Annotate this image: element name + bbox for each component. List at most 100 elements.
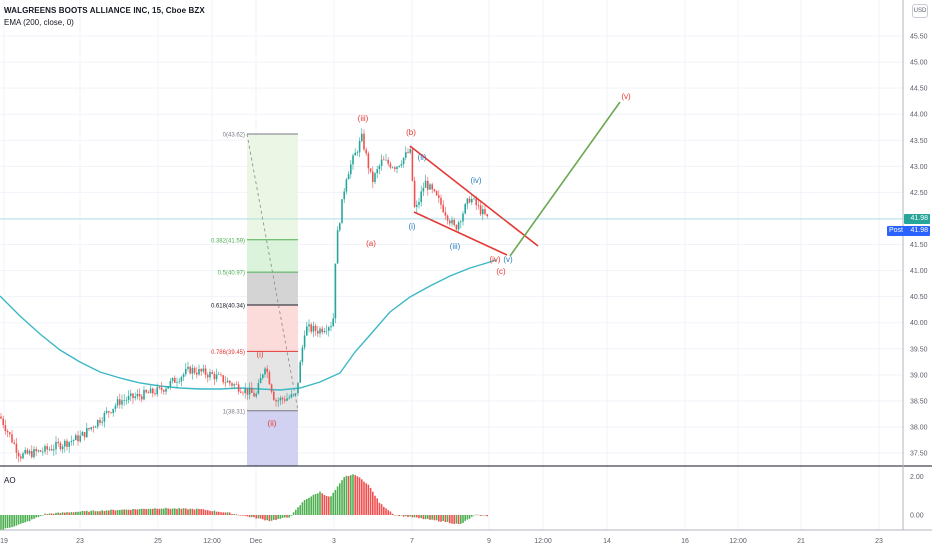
candle-body: [347, 174, 350, 180]
ao-bar: [268, 515, 271, 522]
ao-bar: [202, 509, 205, 515]
wave-drawings[interactable]: [0, 101, 903, 257]
wave-label: (iv): [489, 255, 500, 264]
ao-bar: [486, 515, 488, 517]
ao-bar: [290, 515, 293, 516]
ao-bar: [147, 508, 150, 515]
ao-bar: [99, 511, 101, 515]
ao-bar: [108, 510, 110, 515]
candle-body: [187, 366, 189, 369]
candle-body: [200, 369, 202, 372]
candle-body: [81, 432, 84, 436]
candle-body: [125, 399, 128, 401]
ao-bar: [325, 495, 328, 515]
candle-body: [288, 397, 290, 399]
ao-bar: [138, 508, 141, 515]
price-tick-label: 38.50: [910, 398, 928, 405]
candle-body: [88, 428, 90, 430]
candle-body: [224, 382, 227, 383]
ao-bar: [165, 507, 167, 515]
ao-bar: [37, 515, 40, 517]
candle-body: [15, 443, 18, 453]
candle-body: [182, 374, 185, 378]
ao-bar: [356, 476, 359, 515]
ao-bar: [334, 489, 337, 515]
candle-body: [440, 197, 442, 205]
fibonacci-retracement[interactable]: 0(43.62) 0.382(41.59) 0.5(40.97) 0.618(40.3…: [211, 132, 299, 467]
ao-bar: [281, 515, 284, 518]
fib-trend-line: [246, 133, 299, 411]
ao-bar: [319, 491, 321, 515]
candle-body: [303, 335, 306, 348]
wave-label: (v): [503, 255, 513, 264]
ao-bar: [143, 508, 145, 515]
ao-bar: [33, 515, 35, 519]
ao-bar: [88, 511, 90, 515]
candle-body: [226, 380, 229, 383]
ao-bar: [429, 515, 431, 520]
candle-body: [477, 205, 480, 206]
candle-body: [211, 372, 213, 374]
ao-bar: [433, 515, 436, 521]
ao-bar: [435, 515, 438, 521]
candle-body: [20, 456, 22, 459]
candle-body: [422, 187, 425, 192]
currency-badge[interactable]: USD: [912, 4, 928, 18]
ao-bar: [253, 515, 255, 518]
ao-bar: [440, 515, 442, 522]
ao-bar: [55, 512, 57, 515]
ao-bar: [235, 514, 238, 515]
candle-body: [321, 328, 323, 333]
chart-title: WALGREENS BOOTS ALLIANCE INC, 15, Cboe B…: [4, 6, 205, 15]
ao-bar: [473, 515, 475, 516]
ao-tick-label: 2.00: [910, 474, 924, 481]
ao-bar: [66, 512, 68, 515]
candle-body: [121, 400, 123, 405]
ao-bar: [259, 515, 262, 519]
candle-body: [251, 387, 253, 393]
ao-bar: [86, 510, 88, 515]
wave-label: (b): [406, 128, 416, 137]
candle-body: [290, 394, 293, 398]
ao-bar: [174, 508, 176, 515]
candle-body: [435, 191, 438, 196]
candle-body: [255, 393, 257, 397]
time-tick-label: 14: [603, 538, 611, 545]
ao-bar: [229, 512, 231, 515]
price-tick-label: 44.50: [910, 86, 928, 93]
fib-level-label: 0.786(39.45): [211, 350, 245, 356]
candle-body: [57, 441, 59, 444]
ao-bar: [68, 512, 70, 515]
ao-bar: [372, 491, 374, 515]
ao-bar: [31, 515, 33, 520]
ao-bar: [262, 515, 264, 520]
wave-label: (iv): [470, 176, 481, 185]
ao-bar: [464, 515, 466, 521]
ao-bar: [244, 515, 246, 516]
candle-body: [42, 451, 44, 453]
ao-bar: [149, 508, 152, 515]
ao-bar: [277, 515, 279, 519]
candle-body: [220, 374, 222, 376]
ao-bar: [343, 477, 345, 515]
time-tick-label: 9: [487, 538, 491, 545]
ao-bar: [121, 509, 123, 515]
price-tick-label: 37.50: [910, 451, 928, 458]
ao-bar: [407, 515, 409, 518]
ao-bar: [363, 481, 365, 515]
ao-bar: [57, 512, 59, 515]
candle-body: [204, 368, 207, 375]
candle-body: [193, 368, 196, 373]
ao-bar: [207, 510, 209, 515]
candle-body: [218, 374, 220, 376]
ao-bar: [306, 498, 308, 515]
ao-bar: [449, 515, 451, 524]
ao-bar: [185, 508, 187, 515]
indicator-label[interactable]: EMA (200, close, 0): [4, 18, 74, 27]
ao-bar: [215, 511, 218, 515]
ao-bar: [196, 508, 198, 515]
ao-bar: [330, 496, 332, 515]
ao-bar: [358, 477, 361, 515]
ao-bar: [297, 507, 299, 515]
